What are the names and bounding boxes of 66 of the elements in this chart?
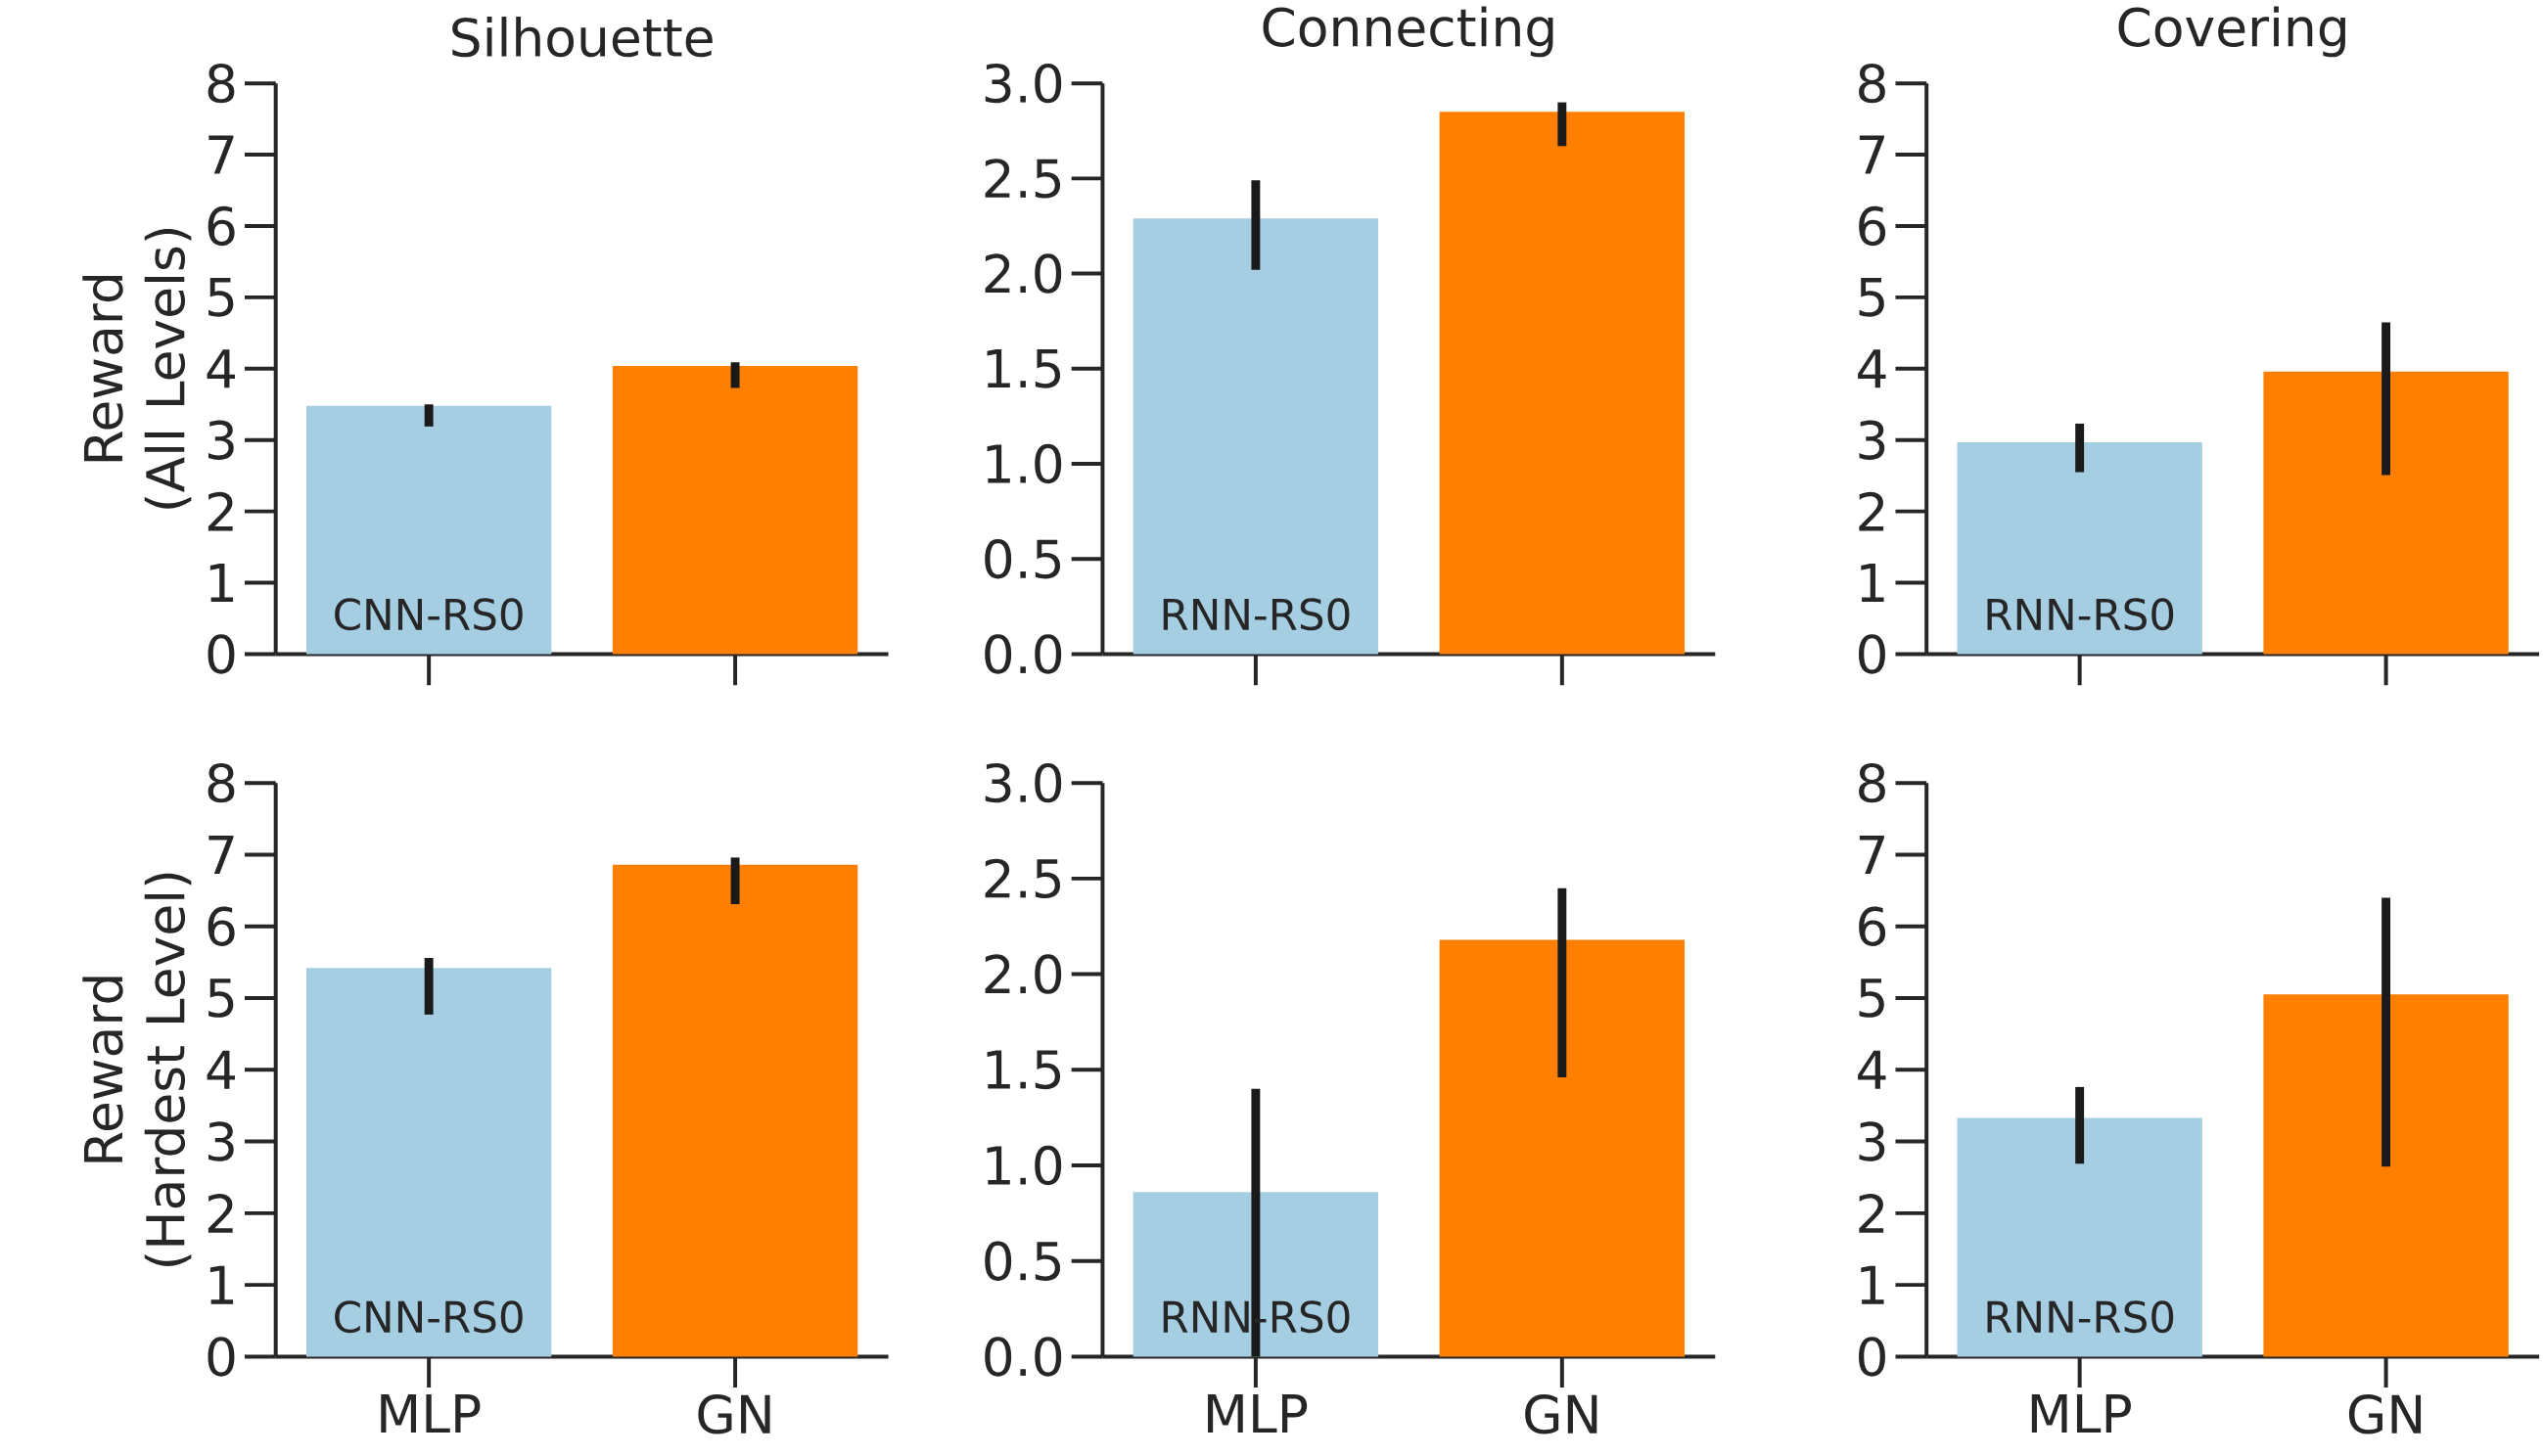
y-tick-label: 1 xyxy=(209,1265,234,1304)
y-axis-title: Reward (All Levels) xyxy=(82,228,192,509)
y-tick-label: 3 xyxy=(208,1121,234,1161)
x-tick-label: MLP xyxy=(2031,1393,2131,1433)
x-tick-label: MLP xyxy=(381,1393,481,1433)
y-tick-label: 8 xyxy=(208,762,235,803)
y-tick-label: 2 xyxy=(208,491,233,531)
y-tick-label: 1.0 xyxy=(987,1145,1062,1186)
y-tick-label: 4 xyxy=(1858,349,1886,388)
y-tick-label: 7 xyxy=(1859,135,1884,174)
y-tick-label: 0.0 xyxy=(985,634,1062,674)
y-tick-label: 0.0 xyxy=(985,1336,1062,1377)
y-tick-label: 1 xyxy=(1861,1265,1884,1304)
y-tick-label: 0 xyxy=(1859,1336,1885,1377)
y-tick-label: 0 xyxy=(1859,634,1885,674)
y-tick-label: 0.5 xyxy=(985,1241,1061,1281)
y-tick-label: 2.5 xyxy=(985,858,1061,898)
y-tick-label: 3 xyxy=(208,420,234,460)
y-tick-label: 7 xyxy=(208,835,234,874)
y-tick-label: 8 xyxy=(1859,762,1885,803)
y-tick-label: 1.5 xyxy=(987,1050,1061,1089)
y-tick-label: 8 xyxy=(1859,63,1885,104)
y-tick-label: 1.5 xyxy=(987,348,1061,388)
y-tick-label: 0 xyxy=(208,1336,235,1377)
y-tick-label: 7 xyxy=(1859,835,1884,874)
chart-title: Silhouette xyxy=(452,16,713,58)
y-tick-label: 6 xyxy=(208,205,235,246)
y-tick-label: 3.0 xyxy=(985,762,1062,803)
y-tick-label: 2 xyxy=(208,1193,233,1233)
y-tick-label: 1 xyxy=(209,563,234,602)
annotation: RNN-RS0 xyxy=(1987,598,2174,631)
y-tick-label: 5 xyxy=(1859,277,1884,317)
y-tick-label: 3 xyxy=(1859,420,1885,460)
annotation: CNN-RS0 xyxy=(335,598,523,631)
y-tick-label: 2.0 xyxy=(985,253,1062,294)
x-tick-label: GN xyxy=(698,1393,770,1434)
annotation: RNN-RS0 xyxy=(1987,1300,2174,1334)
annotation: CNN-RS0 xyxy=(335,1300,523,1334)
annotation: RNN-RS0 xyxy=(1163,598,1350,631)
y-tick-label: 2 xyxy=(1859,491,1884,531)
y-tick-label: 3 xyxy=(1859,1121,1885,1161)
y-tick-label: 5 xyxy=(208,277,234,317)
y-tick-label: 6 xyxy=(208,906,235,946)
y-tick-label: 7 xyxy=(208,135,234,174)
x-tick-label: MLP xyxy=(1208,1393,1308,1433)
y-tick-label: 5 xyxy=(1859,978,1884,1018)
y-tick-label: 3.0 xyxy=(985,63,1062,104)
y-tick-label: 2 xyxy=(1859,1193,1884,1233)
y-tick-label: 0.5 xyxy=(985,538,1061,579)
y-tick-label: 4 xyxy=(207,349,235,388)
y-tick-label: 8 xyxy=(208,63,235,104)
y-tick-label: 2.5 xyxy=(985,158,1061,199)
chart-title: Connecting xyxy=(1263,6,1553,58)
y-tick-label: 6 xyxy=(1859,906,1886,946)
x-tick-label: GN xyxy=(2348,1393,2422,1434)
y-tick-label: 4 xyxy=(1858,1050,1886,1089)
y-tick-label: 6 xyxy=(1859,205,1886,246)
y-tick-label: 1 xyxy=(1861,563,1884,602)
y-tick-label: 1.0 xyxy=(987,443,1062,484)
y-tick-label: 4 xyxy=(207,1050,235,1089)
y-tick-label: 5 xyxy=(208,978,234,1018)
y-tick-label: 2.0 xyxy=(985,954,1062,994)
chart-title: Covering xyxy=(2118,6,2345,58)
x-tick-label: GN xyxy=(1525,1393,1597,1434)
y-tick-label: 0 xyxy=(208,634,235,674)
y-axis-title: Reward (Hardest Level) xyxy=(82,873,192,1266)
